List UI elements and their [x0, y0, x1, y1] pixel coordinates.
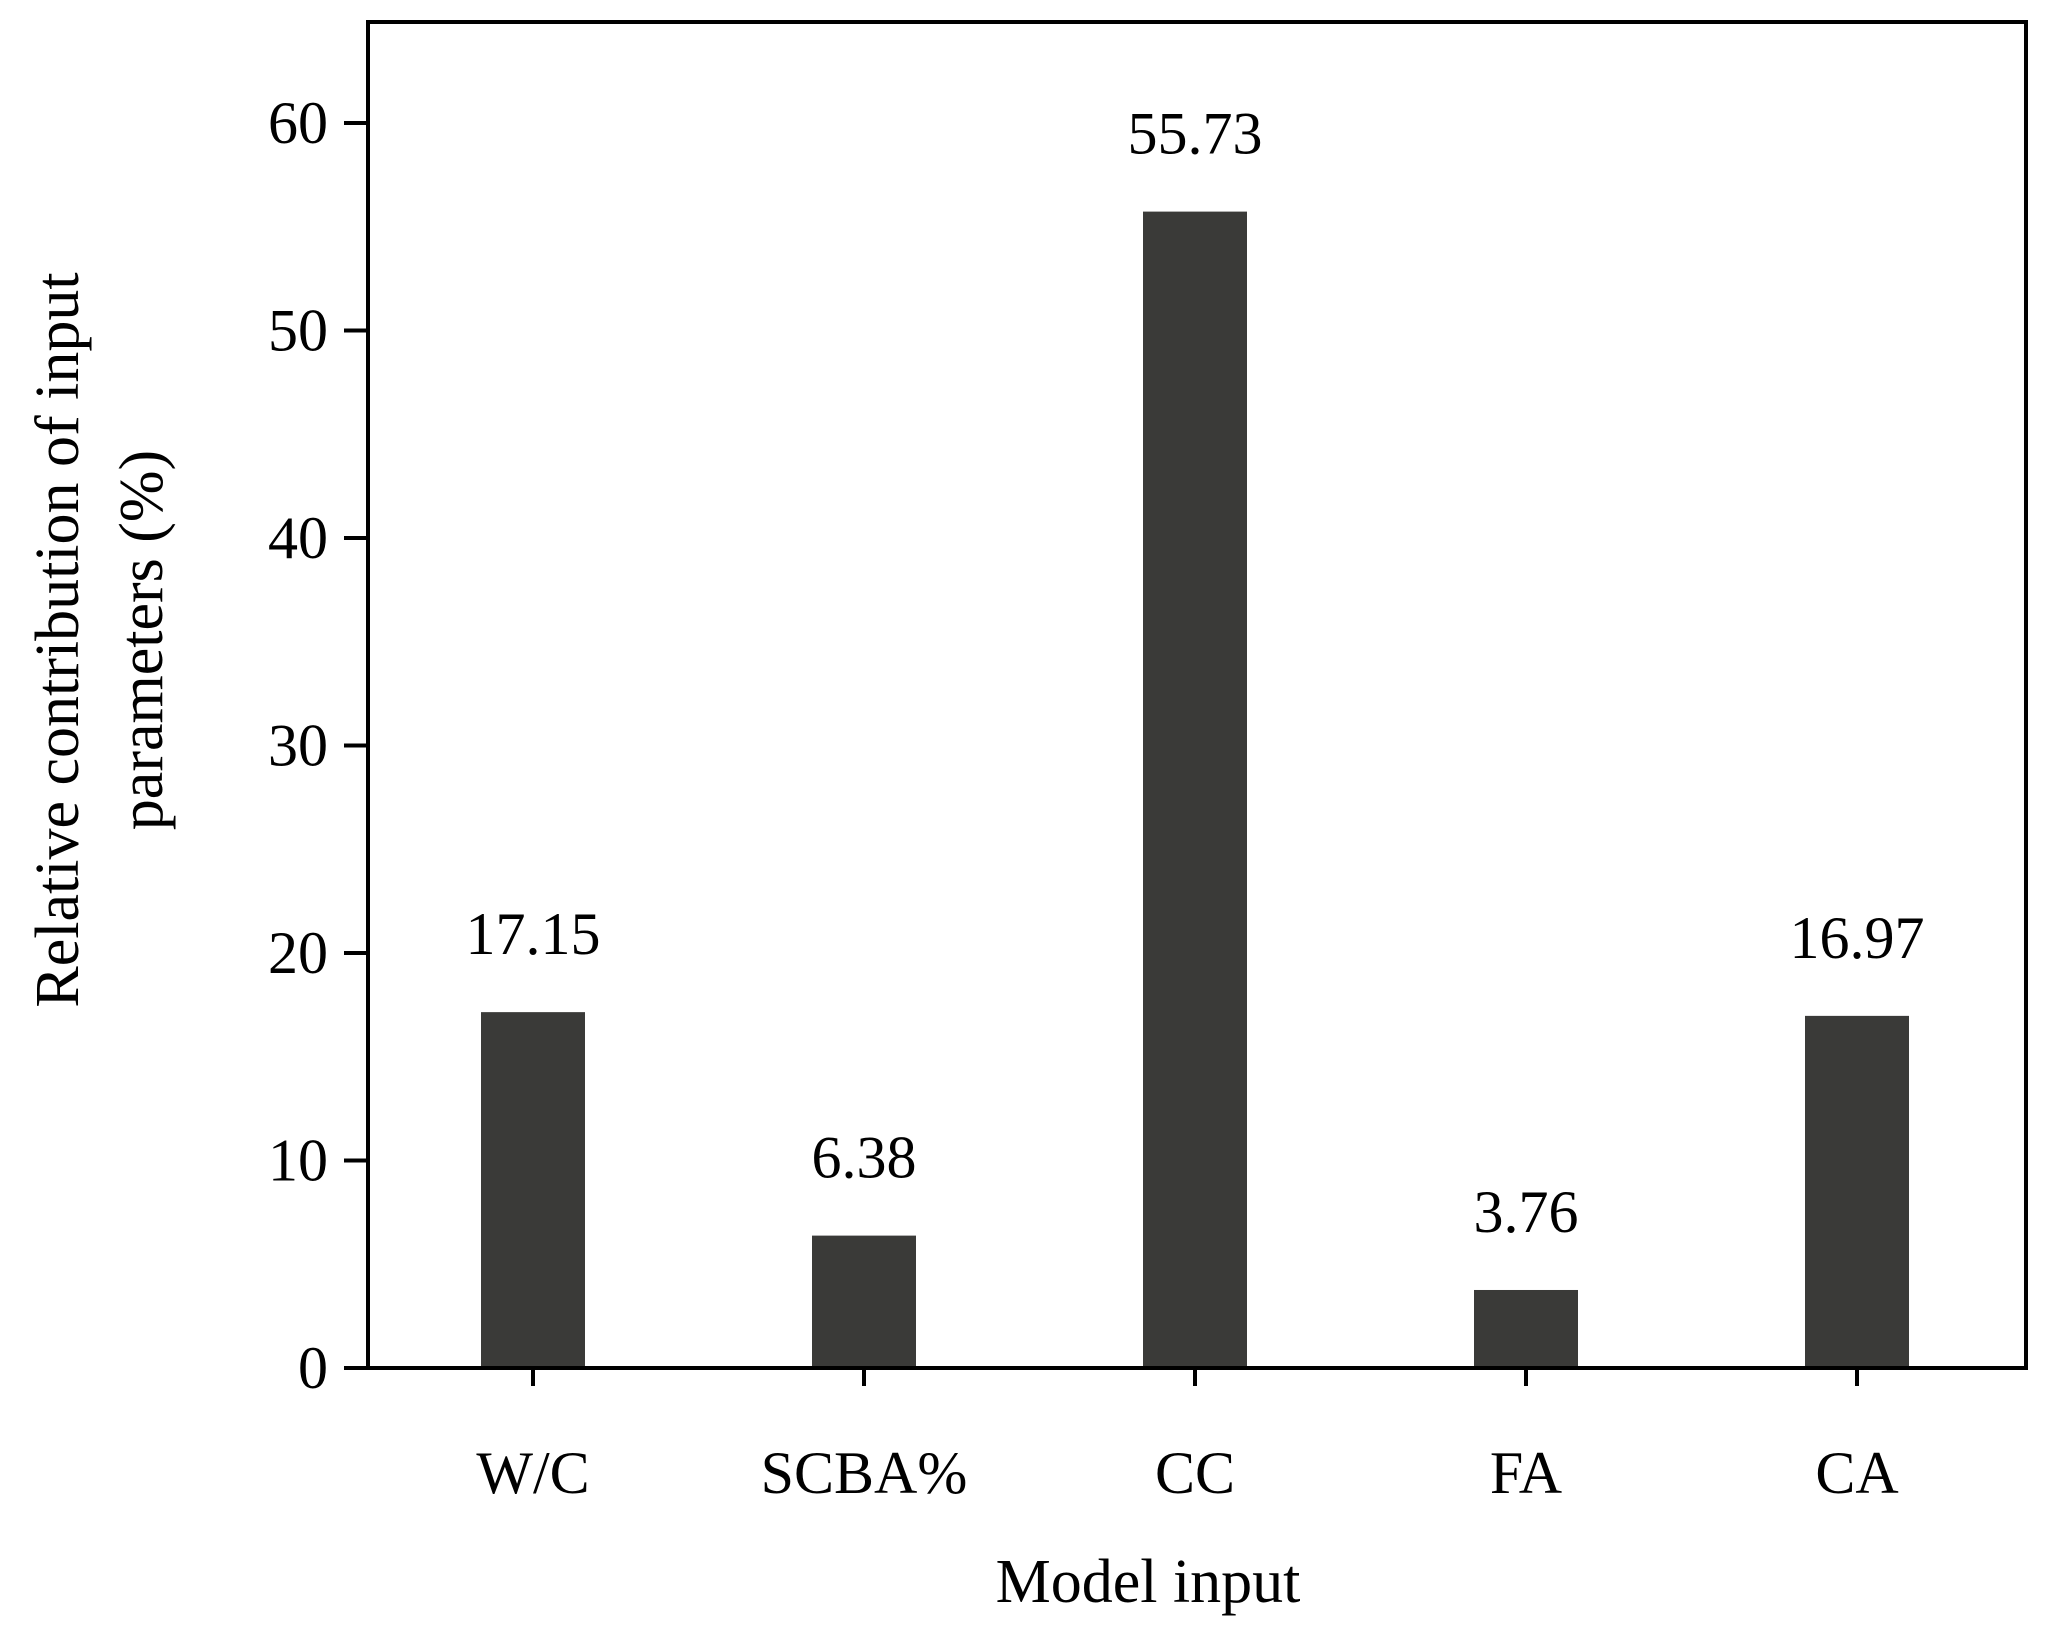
- x-tick-label: CC: [1155, 1440, 1235, 1506]
- x-tick-label: SCBA%: [761, 1440, 968, 1506]
- y-tick-label: 20: [268, 920, 328, 986]
- y-axis-title-line-1: Relative contribution of input: [24, 272, 92, 1007]
- data-label: 16.97: [1790, 905, 1925, 971]
- y-axis-title: Relative contribution of input parameter…: [24, 272, 176, 1007]
- data-label: 55.73: [1128, 101, 1263, 167]
- bars: 17.15 6.38 55.73 3.76 16.97: [466, 101, 1925, 1368]
- y-tick-label: 10: [268, 1128, 328, 1194]
- bar-fa: [1474, 1289, 1578, 1368]
- x-axis-title: Model input: [996, 1548, 1301, 1616]
- data-label: 6.38: [812, 1125, 917, 1191]
- data-label: 3.76: [1474, 1179, 1579, 1245]
- y-tick-label: 40: [268, 505, 328, 571]
- y-axis-ticks: 0 10 20 30 40 50 60: [268, 90, 368, 1401]
- y-tick-label: 50: [268, 298, 328, 364]
- y-axis-title-line-2: parameters (%): [108, 450, 176, 830]
- data-label: 17.15: [466, 901, 601, 967]
- bar-scba: [812, 1235, 916, 1368]
- x-tick-label: W/C: [476, 1440, 589, 1506]
- x-tick-label: FA: [1490, 1440, 1562, 1506]
- bar-cc: [1143, 211, 1247, 1368]
- x-axis-ticks: W/C SCBA% CC FA CA: [476, 1368, 1899, 1506]
- y-tick-label: 30: [268, 713, 328, 779]
- y-tick-label: 0: [298, 1335, 328, 1401]
- plot-frame: [366, 20, 2028, 1370]
- bar-wc: [481, 1012, 585, 1368]
- y-tick-label: 60: [268, 90, 328, 156]
- x-tick-label: CA: [1815, 1440, 1898, 1506]
- bar-ca: [1805, 1015, 1909, 1368]
